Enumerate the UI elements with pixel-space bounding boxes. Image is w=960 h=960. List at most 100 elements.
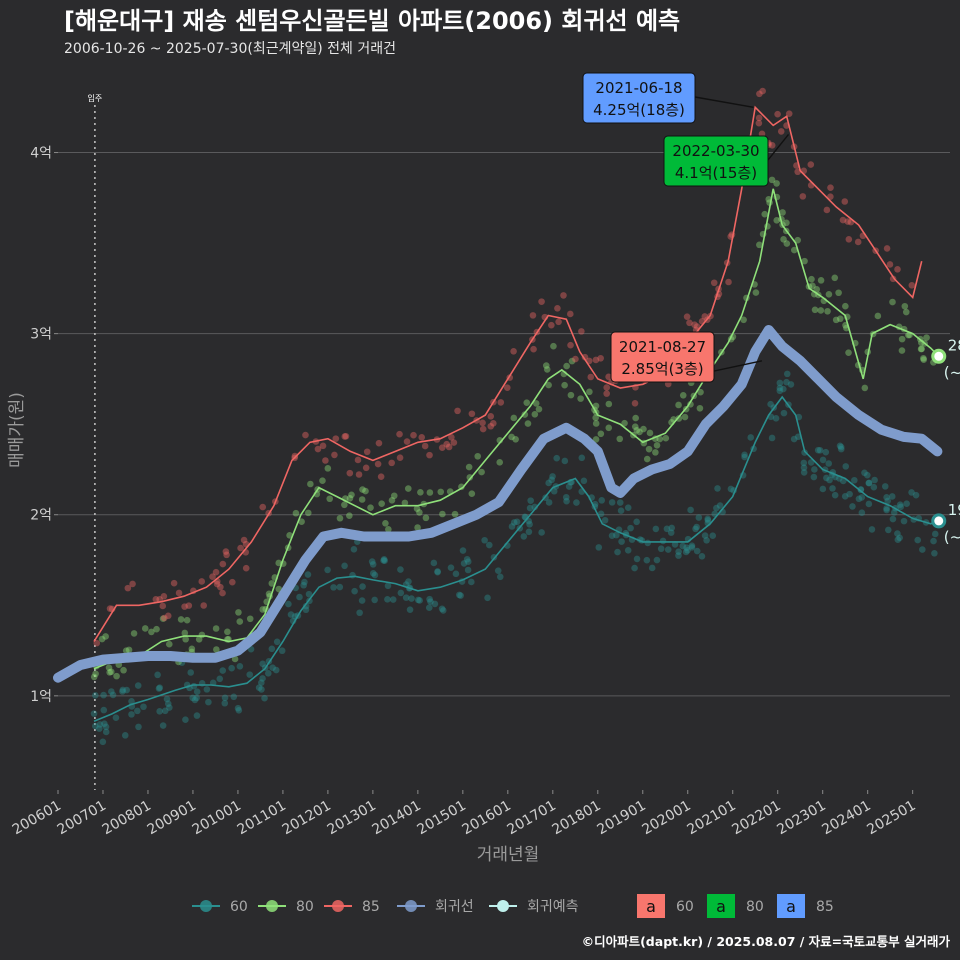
- transaction-point-60: [695, 514, 703, 521]
- transaction-point-60: [496, 573, 504, 581]
- legend-label-forecast: 회귀예측: [527, 899, 579, 915]
- transaction-point-60: [659, 537, 667, 545]
- legend-box-glyph: a: [786, 897, 796, 916]
- transaction-point-60: [455, 591, 463, 599]
- y-tick-label: 1억: [30, 689, 52, 705]
- series-line-80: [93, 188, 940, 670]
- y-axis-label: 매매가(원): [7, 392, 27, 468]
- transaction-point-80: [414, 524, 421, 531]
- transaction-point-80: [597, 430, 605, 438]
- transaction-point-80: [917, 345, 925, 353]
- transaction-point-60: [384, 582, 392, 590]
- legend-label-60: 60: [230, 899, 248, 915]
- transaction-point-80: [246, 615, 254, 623]
- transaction-point-80: [367, 504, 374, 512]
- transaction-point-85: [841, 198, 849, 205]
- transaction-point-60: [234, 704, 242, 712]
- transaction-point-60: [269, 664, 276, 672]
- transaction-point-60: [679, 542, 687, 550]
- transaction-point-60: [371, 571, 379, 579]
- transaction-point-60: [525, 528, 533, 536]
- transaction-point-80: [631, 423, 639, 430]
- regression-line: [53, 325, 943, 683]
- transaction-point-80: [563, 362, 570, 370]
- transaction-point-60: [767, 400, 774, 408]
- transaction-point-80: [545, 381, 552, 389]
- transaction-point-80: [923, 334, 930, 341]
- transaction-point-60: [351, 587, 358, 595]
- transaction-point-60: [814, 446, 822, 454]
- forecast-value-label: 19,660: [948, 501, 960, 519]
- transaction-point-60: [182, 716, 189, 724]
- transaction-point-60: [807, 459, 815, 466]
- transaction-point-80: [662, 434, 670, 442]
- transaction-point-60: [896, 501, 904, 508]
- transaction-point-80: [696, 404, 704, 412]
- transaction-point-80: [468, 490, 476, 497]
- transaction-point-80: [592, 414, 599, 422]
- transaction-point-60: [285, 600, 292, 608]
- transaction-point-80: [773, 180, 780, 187]
- transaction-point-80: [811, 306, 819, 314]
- transaction-point-60: [704, 515, 712, 523]
- transaction-point-85: [886, 261, 894, 268]
- transaction-point-60: [414, 596, 422, 604]
- transaction-point-60: [154, 671, 161, 679]
- transaction-point-60: [783, 378, 790, 386]
- transaction-point-60: [931, 530, 939, 538]
- transaction-point-80: [523, 399, 531, 406]
- transaction-point-60: [897, 503, 905, 511]
- transaction-point-80: [390, 492, 398, 500]
- transaction-point-80: [122, 647, 130, 654]
- transaction-point-80: [466, 474, 474, 481]
- transaction-point-85: [185, 602, 193, 609]
- transaction-point-85: [529, 312, 537, 319]
- transaction-point-85: [217, 583, 224, 591]
- transaction-point-60: [883, 506, 890, 514]
- transaction-point-60: [464, 558, 472, 566]
- transaction-point-85: [223, 551, 230, 559]
- transaction-point-60: [688, 542, 696, 549]
- annotation-price: 4.25억(18층): [593, 101, 685, 119]
- transaction-point-85: [450, 439, 458, 446]
- transaction-point-80: [496, 459, 504, 466]
- transaction-point-80: [679, 392, 687, 399]
- transaction-point-85: [198, 578, 206, 585]
- transaction-point-80: [107, 668, 115, 676]
- transaction-point-60: [457, 592, 464, 599]
- transaction-point-85: [774, 110, 781, 118]
- transaction-point-80: [898, 335, 906, 343]
- legend-box-label-ann60: 60: [676, 899, 694, 915]
- transaction-point-60: [135, 723, 142, 731]
- transaction-point-60: [652, 525, 660, 533]
- transaction-point-80: [346, 495, 354, 502]
- transaction-point-60: [468, 578, 475, 586]
- transaction-point-60: [831, 491, 839, 499]
- transaction-point-60: [900, 517, 908, 525]
- transaction-point-80: [636, 428, 643, 436]
- transaction-point-60: [426, 595, 433, 603]
- transaction-point-60: [549, 473, 556, 480]
- transaction-point-60: [841, 493, 849, 500]
- transaction-point-60: [865, 500, 873, 508]
- legend-box-ann60: [637, 894, 665, 918]
- transaction-point-60: [230, 693, 238, 701]
- transaction-point-60: [849, 503, 856, 510]
- legend-label-80: 80: [296, 899, 314, 915]
- transaction-point-85: [581, 353, 589, 361]
- transaction-point-85: [479, 419, 486, 427]
- transaction-point-85: [578, 328, 585, 335]
- transaction-point-60: [236, 663, 244, 670]
- transaction-point-60: [187, 669, 195, 676]
- transaction-point-60: [829, 485, 836, 492]
- transaction-point-60: [193, 688, 201, 695]
- transaction-point-85: [291, 452, 299, 460]
- transaction-point-80: [324, 465, 332, 472]
- transaction-point-80: [304, 509, 312, 517]
- transaction-point-60: [601, 516, 609, 524]
- transaction-point-60: [405, 578, 412, 585]
- transaction-point-60: [565, 483, 573, 490]
- transaction-point-60: [883, 505, 890, 512]
- transaction-point-80: [918, 345, 925, 353]
- transaction-point-60: [618, 538, 625, 545]
